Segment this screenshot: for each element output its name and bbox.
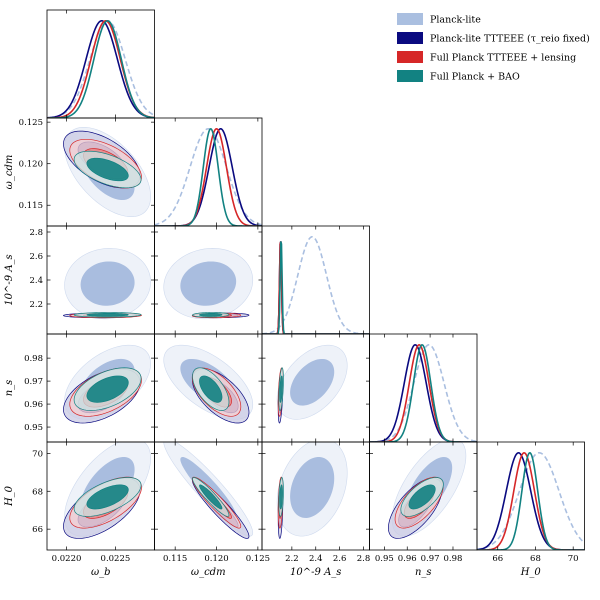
x-axis-label-H0: H_0 [520, 567, 542, 578]
marginal-omega_cdm [154, 127, 262, 226]
marginal-curve-1 [369, 343, 477, 442]
legend-swatch-2 [397, 51, 423, 63]
y-tick-label-ns: 0.98 [24, 354, 43, 364]
y-tick-label-As: 2.4 [29, 276, 43, 286]
marginal-curve-1 [47, 20, 155, 118]
marginal-ns [369, 343, 477, 442]
marginal-curve-2 [477, 451, 585, 550]
contour-68-0 [180, 261, 237, 306]
contour-68-3 [86, 484, 129, 510]
marginal-curve-3 [47, 19, 155, 118]
marginal-curve-1 [154, 128, 262, 226]
y-tick-label-omega_cdm: 0.115 [19, 201, 43, 211]
y-axis-label-ns: n_s [4, 380, 15, 397]
x-axis-label-As: 10^-9 A_s [290, 567, 341, 578]
marginal-H0 [477, 451, 585, 550]
contour-68-3 [86, 375, 129, 403]
y-axis-label-H0: H_0 [4, 485, 15, 507]
panel-As-vs-omega_b [63, 248, 151, 320]
legend-label-3: Full Planck + BAO [430, 72, 520, 83]
legend-swatch-1 [397, 32, 423, 44]
legend-label-2: Full Planck TTTEEE + lensing [430, 53, 576, 64]
x-tick-label-omega_cdm: 0.120 [204, 554, 228, 564]
contour-68-3 [86, 313, 129, 317]
y-tick-label-H0: 70 [32, 449, 43, 459]
panel-H0-vs-omega_cdm [163, 442, 254, 539]
x-tick-label-ns: 0.97 [421, 554, 440, 564]
x-axis-label-omega_b: ω_b [91, 567, 111, 578]
marginal-As [262, 236, 370, 334]
y-tick-label-ns: 0.95 [24, 423, 43, 433]
marginal-curve-3 [369, 343, 477, 442]
x-tick-label-omega_cdm: 0.125 [246, 554, 270, 564]
marginal-curve-2 [369, 343, 477, 442]
contour-68-3 [199, 375, 223, 403]
legend-swatch-0 [397, 13, 423, 25]
y-tick-label-omega_cdm: 0.125 [19, 118, 43, 128]
x-tick-label-As: 2.6 [333, 554, 347, 564]
legend-swatch-3 [397, 70, 423, 82]
x-tick-label-omega_b: 0.0220 [52, 554, 82, 564]
y-axis-label-As: 10^-9 A_s [4, 254, 15, 305]
y-tick-label-As: 2.8 [29, 228, 43, 238]
x-tick-label-omega_b: 0.0225 [101, 554, 131, 564]
x-tick-label-As: 2.2 [285, 554, 299, 564]
contour-68-3 [279, 484, 283, 510]
x-tick-label-omega_cdm: 0.115 [163, 554, 187, 564]
y-axis-label-omega_cdm: ω_cdm [4, 155, 15, 190]
x-tick-label-H0: 68 [530, 554, 541, 564]
legend-label-0: Planck-lite [430, 15, 481, 26]
panel-As-vs-omega_cdm [163, 248, 254, 320]
x-axis-label-omega_cdm: ω_cdm [191, 567, 226, 578]
contour-68-3 [279, 375, 283, 403]
marginal-curve-3 [154, 127, 262, 226]
y-tick-label-H0: 66 [32, 525, 43, 535]
x-tick-label-ns: 0.95 [375, 554, 394, 564]
panel-frame [476, 441, 585, 551]
marginal-omega_b [47, 19, 155, 118]
marginal-curve-0 [47, 19, 155, 118]
panel-H0-vs-As [276, 442, 348, 539]
marginal-curve-0 [154, 127, 262, 226]
x-axis-label-ns: n_s [415, 567, 432, 578]
x-tick-label-H0: 70 [568, 554, 579, 564]
y-tick-label-omega_cdm: 0.120 [19, 160, 43, 170]
panel-H0-vs-omega_b [63, 442, 151, 539]
marginal-curve-2 [154, 127, 262, 226]
contour-68-3 [199, 484, 223, 510]
contour-68-3 [86, 157, 129, 182]
x-tick-label-ns: 0.98 [444, 554, 463, 564]
contour-68-0 [80, 261, 135, 306]
marginal-curve-0 [477, 452, 585, 550]
x-tick-label-ns: 0.96 [398, 554, 417, 564]
panel-ns-vs-As [276, 344, 348, 424]
panel-omega_cdm-vs-omega_b [63, 126, 151, 218]
contour-68-0 [290, 457, 335, 518]
contour-68-3 [199, 313, 223, 317]
panel-ns-vs-omega_b [63, 344, 151, 424]
y-tick-label-ns: 0.96 [24, 400, 43, 410]
contour-68-3 [408, 484, 436, 510]
marginal-curve-3 [262, 241, 370, 334]
marginal-curve-0 [369, 344, 477, 442]
marginal-curve-2 [262, 241, 370, 334]
y-tick-label-As: 2.6 [29, 252, 43, 262]
panel-ns-vs-omega_cdm [163, 344, 254, 424]
y-tick-label-H0: 68 [32, 487, 43, 497]
contour-68-0 [290, 358, 335, 406]
y-tick-label-As: 2.2 [29, 300, 43, 310]
x-tick-label-As: 2.4 [309, 554, 323, 564]
panel-H0-vs-ns [388, 442, 467, 539]
x-tick-label-As: 2.8 [357, 554, 371, 564]
marginal-curve-2 [47, 20, 155, 118]
x-tick-label-H0: 66 [492, 554, 503, 564]
marginal-curve-0 [262, 236, 370, 334]
legend-label-1: Planck-lite TTTEEE (τ_reio fixed) [430, 34, 590, 45]
y-tick-label-ns: 0.97 [24, 377, 43, 387]
